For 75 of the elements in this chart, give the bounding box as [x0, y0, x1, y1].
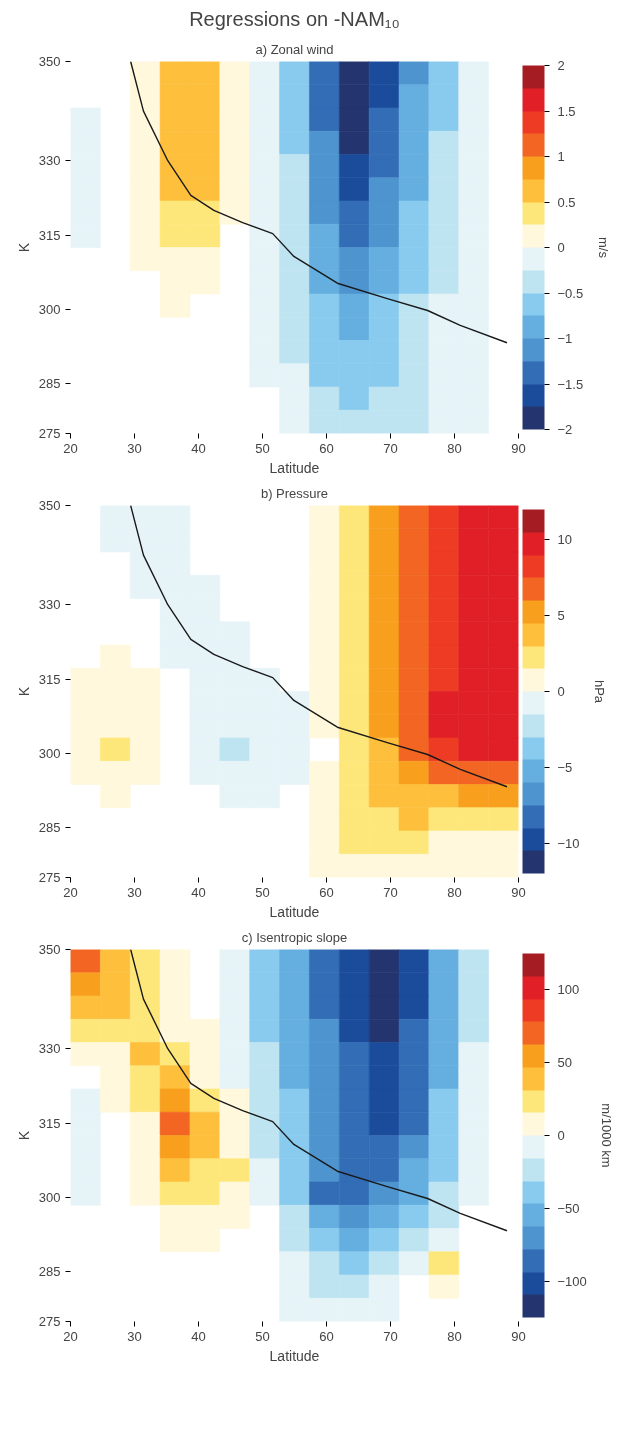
y-axis-title: K: [15, 686, 32, 697]
y-tick-label: 330: [38, 153, 61, 169]
x-tick-label: 70: [383, 440, 398, 456]
chart-title: c) Isentropic slope: [241, 929, 348, 945]
color-bar-label: −10: [557, 835, 580, 851]
x-axis-title: Latitude: [269, 1347, 320, 1364]
color-bar-label: 0: [557, 684, 565, 699]
chart-title: Regressions on -NAM₁₀: [189, 7, 400, 30]
x-tick-label: 20: [63, 884, 78, 900]
x-tick-label: 50: [255, 884, 270, 900]
x-tick-label: 40: [191, 884, 206, 900]
color-bar-label: −50: [557, 1200, 580, 1216]
color-bar-label: 2: [557, 58, 565, 73]
color-bar-label: 10: [557, 532, 572, 548]
y-tick-label: 285: [38, 820, 61, 836]
color-bar-title: m/s: [595, 237, 611, 259]
y-axis-title: K: [15, 242, 32, 253]
color-bar-label: −1.5: [557, 376, 584, 392]
color-bar-label: −0.5: [557, 285, 584, 301]
color-bar-label: 0.5: [557, 194, 576, 210]
y-tick-label: 350: [38, 942, 61, 957]
x-tick-label: 80: [447, 884, 462, 900]
color-bar-label: 0: [557, 1128, 565, 1143]
color-bar-label: −1: [557, 331, 573, 346]
y-tick-label: 300: [38, 746, 61, 761]
y-tick-label: 275: [38, 426, 61, 441]
color-bar-label: −2: [557, 422, 573, 437]
color-bar-label: 0: [557, 240, 565, 255]
color-bar-label: −5: [557, 759, 573, 775]
y-tick-label: 315: [38, 1115, 61, 1131]
y-tick-label: 275: [38, 870, 61, 885]
x-tick-label: 20: [63, 1328, 78, 1344]
x-tick-label: 60: [319, 440, 334, 456]
y-tick-label: 285: [38, 1264, 61, 1280]
chart-title: b) Pressure: [260, 485, 329, 501]
x-tick-label: 40: [191, 1328, 206, 1344]
y-tick-label: 350: [38, 54, 61, 69]
color-bar-title: hPa: [591, 679, 607, 704]
x-tick-label: 20: [63, 440, 78, 456]
y-tick-label: 285: [38, 376, 61, 392]
y-tick-label: 315: [38, 227, 61, 243]
x-axis-title: Latitude: [269, 903, 320, 920]
y-tick-label: 350: [38, 498, 61, 513]
y-tick-label: 330: [38, 1041, 61, 1057]
y-tick-label: 300: [38, 1190, 61, 1205]
color-bar-label: 5: [557, 608, 565, 624]
x-tick-label: 30: [127, 1328, 142, 1344]
x-tick-label: 70: [383, 1328, 398, 1344]
x-tick-label: 30: [127, 884, 142, 900]
y-tick-label: 330: [38, 597, 61, 613]
color-bar-label: 100: [557, 982, 580, 998]
color-bar-label: 1: [557, 149, 565, 164]
y-tick-label: 315: [38, 671, 61, 687]
x-tick-label: 90: [511, 884, 526, 900]
y-axis-title: K: [15, 1130, 32, 1141]
color-bar-label: 1.5: [557, 103, 576, 119]
y-tick-label: 300: [38, 302, 61, 317]
line-series: [129, 61, 508, 344]
x-tick-label: 30: [127, 440, 142, 456]
x-tick-label: 60: [319, 1328, 334, 1344]
x-tick-label: 60: [319, 884, 334, 900]
color-bar-label: −100: [557, 1273, 587, 1289]
x-tick-label: 70: [383, 884, 398, 900]
x-axis-title: Latitude: [269, 459, 320, 476]
color-bar-title: m/1000 km: [598, 1103, 614, 1168]
x-tick-label: 80: [447, 440, 462, 456]
color-bar-label: 50: [557, 1055, 572, 1071]
x-tick-label: 40: [191, 440, 206, 456]
chart-subtitle: a) Zonal wind: [255, 41, 334, 57]
y-tick-label: 275: [38, 1314, 61, 1329]
x-tick-label: 50: [255, 440, 270, 456]
x-tick-label: 80: [447, 1328, 462, 1344]
x-tick-label: 90: [511, 1328, 526, 1344]
x-tick-label: 50: [255, 1328, 270, 1344]
x-tick-label: 90: [511, 440, 526, 456]
